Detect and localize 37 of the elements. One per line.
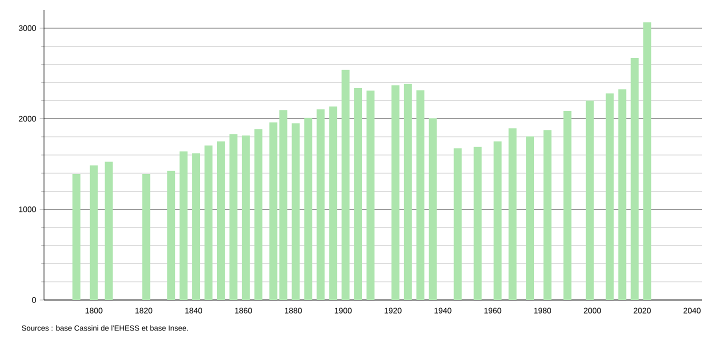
bar: [454, 148, 462, 300]
bar: [342, 70, 350, 300]
bar: [526, 136, 534, 300]
bar: [216, 141, 225, 300]
bar: [508, 128, 517, 300]
bar: [254, 129, 262, 300]
bar: [292, 123, 300, 300]
bar: [204, 145, 212, 300]
bar: [229, 134, 238, 300]
bar: [269, 122, 278, 300]
bar: [90, 165, 98, 300]
bar: [192, 153, 200, 300]
bar: [391, 85, 400, 300]
bar: [643, 22, 652, 300]
bar: [180, 151, 188, 300]
bar: [104, 162, 113, 300]
bar: [72, 174, 80, 300]
bar: [404, 84, 412, 300]
bar: [494, 141, 502, 300]
bar: [416, 90, 424, 300]
bar: [167, 170, 176, 300]
bar: [606, 93, 614, 300]
bar: [279, 110, 288, 300]
bar: [474, 146, 482, 300]
bar: [329, 106, 338, 300]
bar: [630, 58, 639, 300]
bar: [366, 90, 375, 300]
bar: [586, 100, 594, 300]
bar: [354, 88, 362, 300]
bar: [563, 111, 572, 300]
bar: [618, 89, 626, 300]
bar: [304, 118, 312, 300]
bar: [242, 136, 250, 300]
bar: [316, 109, 325, 300]
bar: [142, 174, 150, 300]
bar: [428, 118, 437, 300]
bar: [543, 130, 552, 300]
